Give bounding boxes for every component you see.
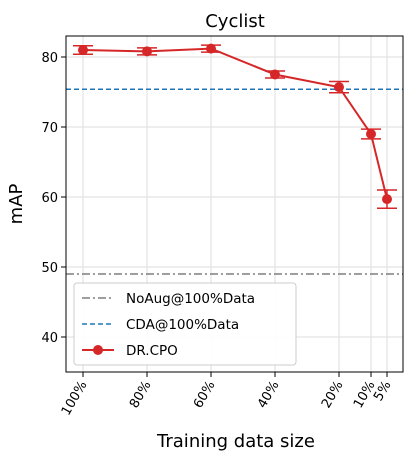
data-point	[78, 45, 88, 55]
data-point	[382, 194, 392, 205]
chart-title: Cyclist	[205, 11, 265, 32]
x-tick-label: 60%	[191, 379, 218, 412]
y-tick-label: 40	[41, 331, 58, 346]
legend: NoAug@100%Data CDA@100%Data DR.CPO	[73, 282, 297, 366]
series-layer	[73, 43, 397, 209]
grid	[66, 36, 403, 372]
x-axis-title: Training data size	[156, 431, 315, 452]
data-point	[142, 46, 152, 57]
y-tick-label: 60	[41, 191, 58, 206]
y-axis-title: mAP	[6, 184, 27, 225]
data-point	[270, 69, 280, 80]
legend-label: DR.CPO	[126, 343, 178, 359]
reference-lines	[66, 88, 403, 275]
x-axis: 100% 80% 60% 40% 20% 10%5%	[59, 372, 394, 419]
series-line	[82, 47, 388, 200]
plot-frame	[65, 35, 404, 373]
y-tick-label: 70	[41, 121, 58, 136]
x-tick-label: 80%	[127, 379, 154, 412]
data-point	[334, 82, 344, 93]
x-tick-label: 20%	[319, 379, 346, 412]
legend-label: CDA@100%Data	[126, 317, 239, 333]
x-tick-label: 40%	[255, 379, 282, 412]
legend-box	[73, 282, 297, 366]
legend-label: NoAug@100%Data	[126, 291, 255, 307]
y-tick-label: 50	[41, 261, 58, 276]
y-tick-label: 80	[41, 51, 58, 66]
data-point	[366, 129, 376, 139]
y-axis: 40 50 60 70 80	[41, 51, 66, 346]
data-point	[206, 43, 216, 54]
x-tick-label: 5%	[371, 379, 394, 404]
x-tick-label: 100%	[59, 379, 91, 419]
legend-marker	[93, 345, 103, 355]
